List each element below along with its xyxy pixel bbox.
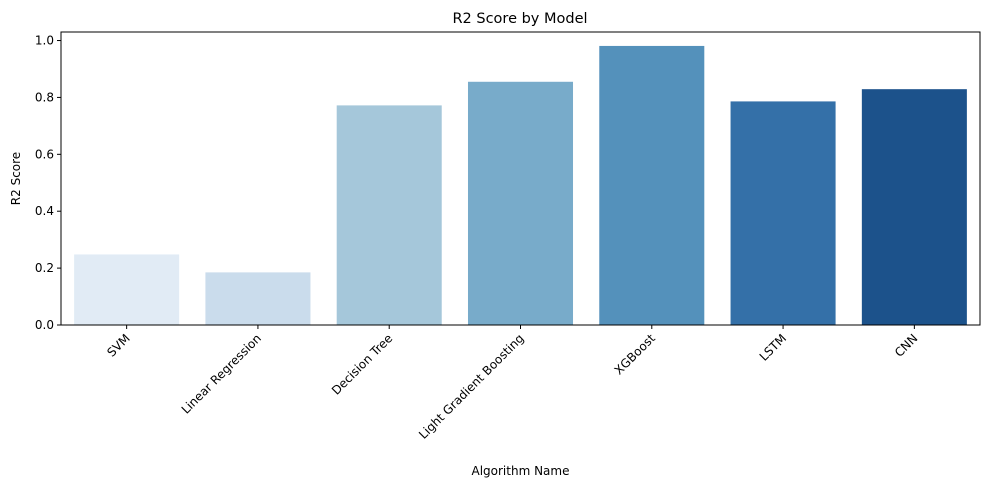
y-tick-label-0: 0.0 (35, 318, 54, 332)
x-tick-label-0: SVM (104, 331, 132, 359)
y-tick-label-5: 1.0 (35, 34, 54, 48)
bar-6 (861, 89, 967, 325)
x-tick-label-6: CNN (892, 331, 921, 360)
bar-3 (467, 81, 574, 325)
y-axis-label: R2 Score (9, 152, 23, 205)
plot-frame (60, 31, 981, 326)
y-tick-label-1: 0.2 (35, 261, 54, 275)
bar-2 (336, 105, 442, 325)
y-tick-label-4: 0.8 (35, 90, 54, 104)
chart-title: R2 Score by Model (452, 11, 587, 27)
y-tick-label-3: 0.6 (35, 147, 54, 161)
x-tick-label-2: Decision Tree (329, 331, 395, 397)
x-axis-label: Algorithm Name (472, 464, 570, 478)
x-tick-label-1: Linear Regression (179, 331, 264, 416)
y-tick-label-2: 0.4 (35, 204, 54, 218)
bar-0 (74, 254, 180, 325)
x-tick-label-4: XGBoost (612, 331, 658, 377)
bar-4 (599, 45, 705, 325)
x-tick-label-5: LSTM (757, 331, 790, 364)
x-tick-label-3: Light Gradient Boosting (416, 331, 526, 441)
bar-5 (730, 101, 836, 326)
x-axis: SVM Linear Regression Decision Tree Light G… (104, 325, 920, 442)
bars-group (74, 45, 967, 326)
bar-1 (205, 272, 311, 325)
y-axis: 0.0 0.2 0.4 0.6 0.8 1.0 (35, 34, 61, 332)
